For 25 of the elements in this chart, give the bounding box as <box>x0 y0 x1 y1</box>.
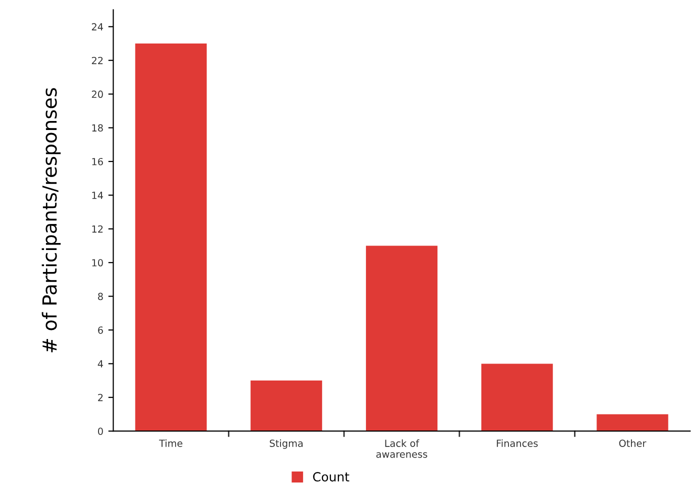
y-tick-label: 0 <box>98 428 103 435</box>
bar <box>366 246 438 432</box>
y-tick-label: 20 <box>92 90 103 98</box>
y-axis-title: # of Participants/responses <box>42 88 61 352</box>
y-tick-label: 10 <box>92 259 103 266</box>
bar <box>135 44 207 432</box>
bar <box>250 380 322 432</box>
bar <box>481 364 553 432</box>
x-tick-label: Finances <box>496 439 538 447</box>
x-tick-label: Other <box>619 439 646 447</box>
y-tick-label: 6 <box>98 326 103 334</box>
y-tick-label: 16 <box>92 158 103 166</box>
y-tick-label: 22 <box>92 56 103 64</box>
x-tick-label: Stigma <box>270 439 303 449</box>
bar <box>596 414 668 432</box>
y-tick-label: 8 <box>98 292 103 300</box>
legend-label: Count <box>313 472 350 482</box>
y-tick-label: 18 <box>92 124 103 132</box>
y-tick-label: 24 <box>92 23 104 30</box>
y-tick-label: 14 <box>92 192 104 199</box>
y-tick-label: 4 <box>98 360 104 368</box>
x-tick-label: Time <box>159 439 182 447</box>
y-tick-label: 2 <box>98 394 103 402</box>
y-tick-label: 12 <box>92 225 103 233</box>
x-tick-label: Lack of awareness <box>376 439 428 458</box>
